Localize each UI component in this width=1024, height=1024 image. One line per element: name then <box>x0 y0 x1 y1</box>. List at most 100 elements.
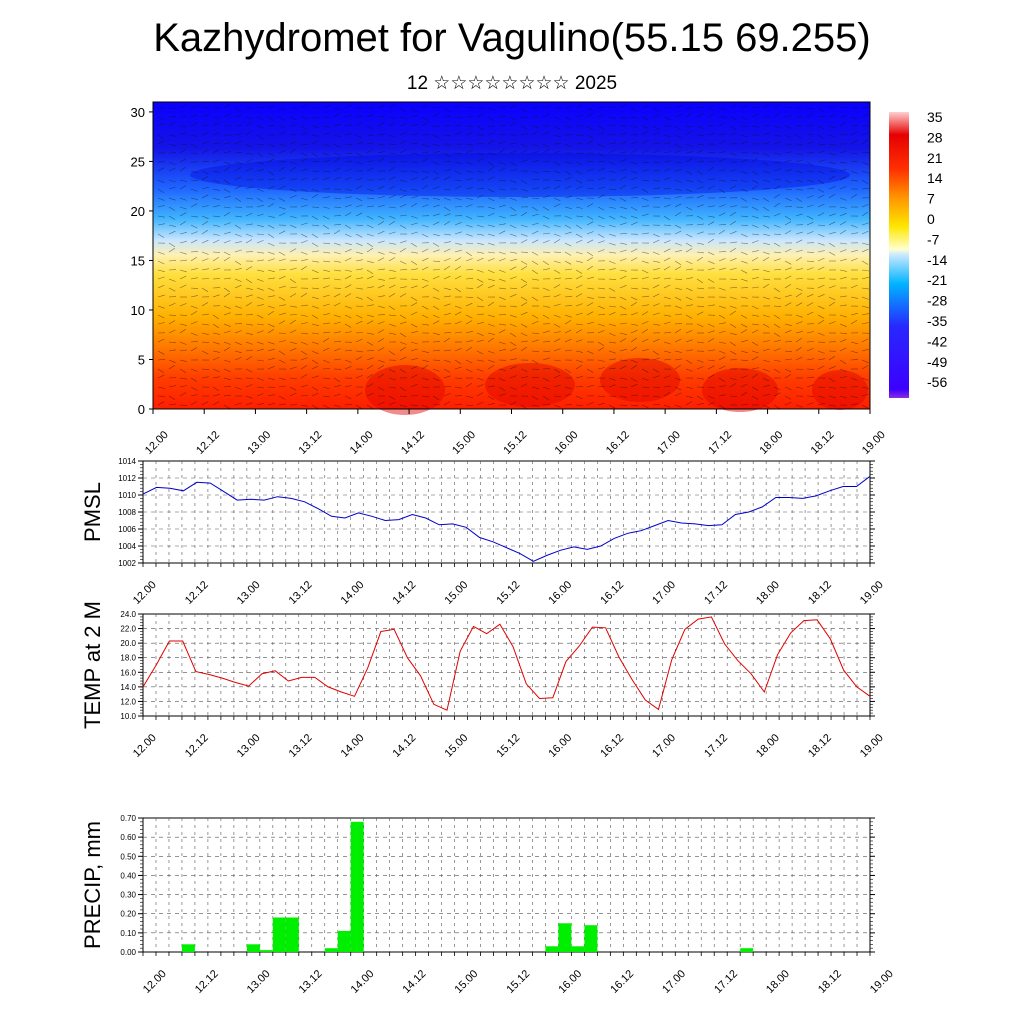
wind-barb <box>586 251 594 257</box>
wind-barb <box>168 167 176 172</box>
wind-barb <box>773 141 781 145</box>
wind-barb <box>377 347 385 352</box>
wind-barb <box>267 394 275 397</box>
wind-barb <box>685 107 693 110</box>
wind-barb <box>322 377 330 380</box>
wind-barb <box>553 374 561 379</box>
wind-barb <box>575 376 583 379</box>
wind-barb <box>344 269 352 272</box>
wind-barb <box>377 185 385 190</box>
wind-barb <box>245 278 252 284</box>
wind-barb <box>443 349 451 352</box>
wind-barb <box>608 384 616 388</box>
wind-barb <box>564 176 572 181</box>
wind-barb <box>366 275 374 280</box>
wind-barb <box>740 350 748 354</box>
colorbar-label: -42 <box>927 333 947 349</box>
wind-barb <box>322 331 330 334</box>
wind-barb <box>509 116 517 121</box>
wind-barb <box>861 377 869 381</box>
wind-barb <box>245 314 254 316</box>
wind-barb <box>388 104 396 109</box>
wind-barb <box>432 134 440 139</box>
y-tick-label: 5 <box>138 352 145 367</box>
wind-barb <box>344 275 352 280</box>
wind-barb <box>388 206 396 209</box>
wind-barb <box>388 401 396 406</box>
wind-barb <box>663 160 671 163</box>
wind-barb <box>674 211 682 217</box>
wind-barb <box>223 195 231 199</box>
wind-barb <box>344 305 352 309</box>
wind-barb <box>861 170 869 174</box>
wind-barb <box>421 184 428 190</box>
wind-barb <box>773 392 781 397</box>
wind-barb <box>828 175 835 181</box>
wind-barb <box>795 143 804 145</box>
y-tick-label: 20 <box>131 204 145 219</box>
wind-barb <box>410 268 418 271</box>
wind-barb <box>564 278 573 280</box>
wind-barb <box>355 259 363 262</box>
wind-barb <box>399 341 407 345</box>
wind-barb <box>509 323 517 327</box>
wind-barb <box>685 151 693 154</box>
wind-barb <box>223 166 230 172</box>
wind-barb <box>861 269 869 272</box>
wind-barb <box>839 107 848 109</box>
wind-barb <box>443 386 452 388</box>
wind-barb <box>179 349 187 352</box>
wind-barb <box>509 197 517 201</box>
wind-barb <box>465 302 473 307</box>
wind-barb <box>410 152 418 155</box>
wind-barb <box>586 384 594 388</box>
wind-barb <box>289 278 296 284</box>
wind-barb <box>201 124 210 127</box>
wind-barb <box>861 393 869 397</box>
wind-barb <box>762 132 770 136</box>
wind-barb <box>509 375 517 379</box>
wind-barb <box>432 368 440 372</box>
wind-barb <box>740 159 748 163</box>
wind-barb <box>509 233 517 237</box>
wind-barb <box>828 106 836 109</box>
wind-barb <box>674 323 683 325</box>
wind-barb <box>663 350 671 353</box>
wind-barb <box>311 277 319 280</box>
wind-barb <box>696 287 705 290</box>
wind-barb <box>608 268 616 271</box>
wind-barb <box>465 170 473 173</box>
wind-barb <box>586 287 594 290</box>
wind-barb <box>597 395 605 398</box>
wind-barb <box>168 161 176 166</box>
wind-barb <box>850 377 858 381</box>
wind-barb <box>179 212 187 217</box>
wind-barb <box>179 232 187 235</box>
wind-barb <box>311 287 320 290</box>
wind-barb <box>740 179 748 183</box>
wind-barb <box>267 233 275 238</box>
wind-barb <box>674 358 682 361</box>
wind-barb <box>454 105 462 109</box>
wind-barb <box>476 257 484 262</box>
wind-barb <box>575 104 583 109</box>
wind-barb <box>751 395 759 400</box>
wind-barb <box>707 107 715 111</box>
wind-barb <box>839 206 847 209</box>
x-tick-label: 12.12 <box>183 732 211 760</box>
wind-barb <box>432 233 440 237</box>
wind-barb <box>212 215 220 218</box>
wind-barb <box>861 211 868 217</box>
wind-barb <box>564 368 572 373</box>
wind-barb <box>575 293 583 298</box>
wind-barb <box>674 203 682 208</box>
wind-barb <box>773 339 781 343</box>
page-title: Kazhydromet for Vagulino(55.15 69.255) <box>153 16 871 60</box>
wind-barb <box>740 233 748 237</box>
wind-barb <box>718 341 726 344</box>
wind-barb <box>256 393 264 397</box>
wind-barb <box>575 114 583 118</box>
wind-barb <box>388 305 396 311</box>
wind-barb <box>234 224 242 230</box>
wind-barb <box>652 187 660 190</box>
